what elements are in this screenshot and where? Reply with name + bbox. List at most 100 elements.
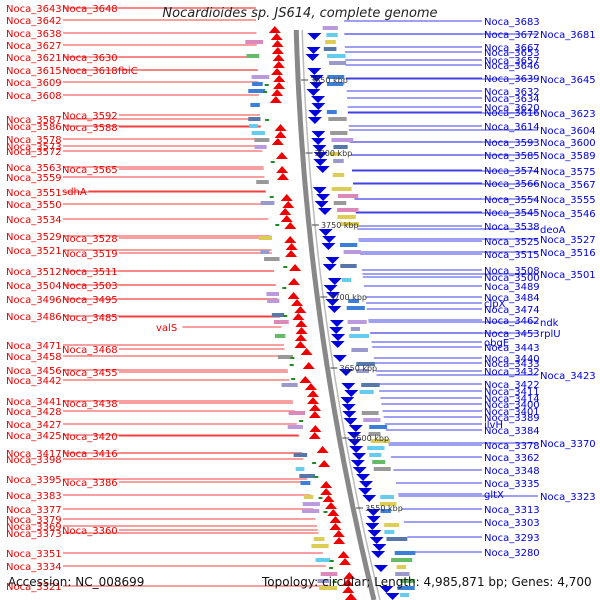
forward-gene-arrow	[274, 131, 287, 138]
feature-bar	[320, 572, 338, 576]
gene-label-left: Noca_3485	[62, 313, 118, 324]
gene-label-right: Noca_3362	[484, 453, 540, 464]
feature-bar	[367, 446, 385, 450]
feature-bar	[248, 89, 266, 93]
forward-gene-arrow	[339, 558, 352, 565]
reverse-gene-arrow	[338, 369, 353, 376]
forward-gene-arrow	[271, 40, 284, 47]
feature-bar	[245, 40, 264, 44]
gene-label-right: Noca_3501	[540, 270, 596, 281]
forward-gene-arrow	[318, 460, 331, 467]
feature-bar	[370, 439, 391, 443]
reverse-gene-arrow	[362, 495, 377, 502]
gene-label-right: Noca_3555	[540, 195, 596, 206]
forward-gene-arrow	[284, 236, 297, 243]
feature-bar	[347, 320, 367, 324]
gene-label-left: Noca_3608	[6, 91, 62, 102]
gene-label-right: Noca_3646	[484, 61, 540, 72]
marker-tick	[264, 84, 269, 86]
reverse-gene-arrow	[352, 453, 367, 460]
forward-gene-arrow	[271, 47, 284, 54]
feature-bar	[363, 418, 381, 422]
gene-label-right: Noca_3500	[484, 273, 540, 284]
gene-label-left: Noca_3551	[6, 188, 62, 199]
feature-bar	[248, 117, 261, 121]
feature-bar	[254, 138, 270, 142]
forward-gene-arrow	[299, 376, 312, 383]
reverse-gene-arrow	[347, 432, 362, 439]
gene-label-right: Noca_3545	[484, 208, 540, 219]
gene-label-left: Noca_3586	[6, 122, 62, 133]
feature-bar	[326, 110, 337, 114]
forward-gene-arrow	[327, 509, 340, 516]
gene-label-left: Noca_3334	[6, 562, 62, 573]
position-labels: 3850 kbp 3800 kbp 3750 kbp 3700 kbp 3650 kbp…	[301, 76, 403, 513]
feature-bar	[380, 509, 391, 513]
marker-tick	[332, 581, 337, 583]
feature-bar	[384, 523, 400, 527]
forward-gene-arrow	[341, 579, 354, 586]
forward-gene-arrow	[320, 481, 333, 488]
feature-bar	[299, 474, 315, 478]
feature-bar	[246, 54, 260, 58]
gene-label-left: Noca_3398	[6, 455, 62, 466]
feature-bar	[343, 250, 361, 254]
gene-label-left: Noca_3455	[62, 368, 118, 379]
forward-gene-arrow	[332, 530, 345, 537]
gene-label-right: Noca_3616	[484, 108, 540, 119]
feature-bar	[313, 537, 325, 541]
reverse-gene-arrow	[312, 145, 327, 152]
feature-bar	[386, 537, 408, 541]
reverse-gene-arrow	[306, 47, 321, 54]
feature-bar	[326, 33, 338, 37]
reverse-gene-arrow	[316, 194, 331, 201]
forward-gene-arrow	[269, 96, 282, 103]
gene-label-right: Noca_3546	[540, 209, 596, 220]
leader-lines	[62, 7, 538, 587]
gene-label-left: Noca_3642	[6, 16, 62, 27]
gene-label-right: Noca_3384	[484, 426, 540, 437]
gene-label-right: Noca_3614	[484, 122, 540, 133]
forward-gene-arrow	[308, 432, 321, 439]
gene-label-right: Noca_3574	[484, 166, 540, 177]
reverse-gene-arrow	[348, 425, 363, 432]
feature-bar	[274, 334, 286, 338]
reverse-gene-arrow	[372, 544, 387, 551]
feature-bar	[277, 355, 293, 359]
gene-label-right: Noca_3423	[540, 371, 596, 382]
feature-bar	[337, 208, 359, 212]
gene-label-left: Noca_3416	[62, 449, 118, 460]
reverse-gene-arrow	[317, 208, 332, 215]
gene-label-left: Noca_3511	[62, 267, 118, 278]
gene-label-right: Noca_3440	[484, 354, 540, 365]
gene-label-left: Noca_3395	[6, 475, 62, 486]
map-title: Nocardioides sp. JS614, complete genome	[162, 6, 438, 21]
marker-tick	[269, 196, 274, 198]
gene-label-left: Noca_3360	[62, 526, 118, 537]
feature-bar	[373, 467, 391, 471]
reverse-gene-arrow	[358, 488, 373, 495]
gene-label-left: Noca_3648	[62, 4, 118, 15]
feature-bar	[391, 558, 413, 562]
reverse-gene-arrow	[344, 390, 359, 397]
gene-label-left: Noca_3351	[6, 549, 62, 560]
marker-tick	[329, 560, 334, 562]
forward-gene-arrow	[271, 89, 284, 96]
gene-label-right: Noca_3589	[540, 151, 596, 162]
marker-tick	[290, 357, 295, 359]
reverse-gene-arrow	[343, 418, 358, 425]
forward-gene-arrow	[274, 124, 287, 131]
feature-bar	[295, 467, 305, 471]
feature-bar	[397, 586, 415, 590]
reverse-gene-arrow	[318, 229, 333, 236]
gene-label-left: Noca_3638	[6, 29, 62, 40]
gene-label-right: Noca_3411	[484, 387, 540, 398]
gene-label-left: Noca_3321	[6, 582, 62, 593]
feature-bar	[372, 460, 386, 464]
feature-bar	[348, 299, 359, 303]
position-label: 3700 kbp	[329, 293, 367, 302]
feature-bar	[303, 495, 314, 499]
gene-label-left: Noca_3417	[6, 449, 62, 460]
gene-label-left: Noca_3486	[6, 312, 62, 323]
gene-label-right: Noca_3538	[484, 222, 540, 233]
